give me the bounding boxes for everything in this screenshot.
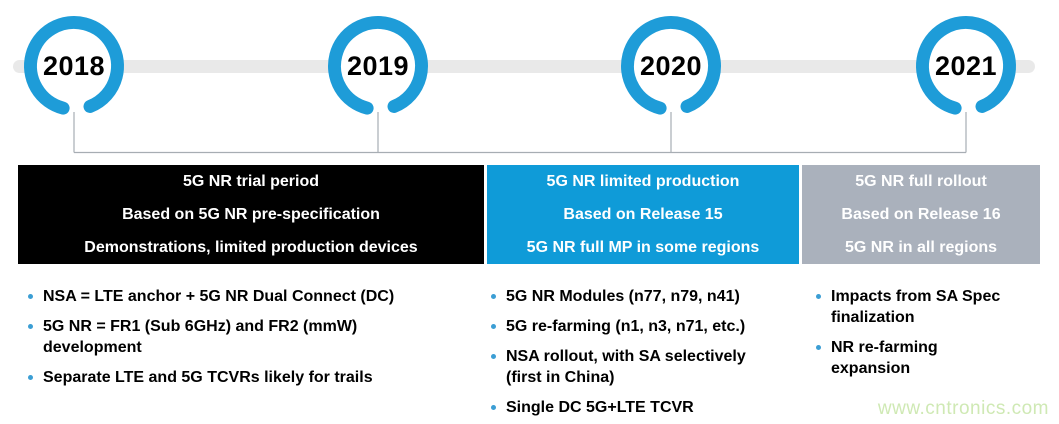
- bullet-icon: [28, 324, 33, 329]
- bullet-text-line: 5G NR Modules (n77, n79, n41): [506, 288, 740, 305]
- year-ring-icon: [916, 16, 1016, 116]
- list-item: 5G NR Modules (n77, n79, n41): [491, 286, 821, 307]
- bullet-text-line: 5G NR = FR1 (Sub 6GHz) and FR2 (mmW): [43, 318, 358, 335]
- year-node-2018: 2018: [22, 14, 126, 118]
- list-item: 5G NR = FR1 (Sub 6GHz) and FR2 (mmW) dev…: [28, 316, 488, 358]
- year-ring-icon: [24, 16, 124, 116]
- list-item: Single DC 5G+LTE TCVR: [491, 397, 821, 418]
- list-item: Separate LTE and 5G TCVRs likely for tra…: [28, 367, 488, 388]
- bullet-text-line: Impacts from SA Spec: [831, 288, 1001, 305]
- phase-title-line: Demonstrations, limited production devic…: [84, 239, 418, 256]
- list-item: 5G re-farming (n1, n3, n71, etc.): [491, 316, 821, 337]
- year-ring-icon: [621, 16, 721, 116]
- phase-title-line: Based on 5G NR pre-specification: [122, 206, 380, 223]
- phase-title-line: 5G NR trial period: [182, 173, 320, 190]
- bullet-icon: [28, 375, 33, 380]
- bullet-text-line: Separate LTE and 5G TCVRs likely for tra…: [43, 369, 373, 386]
- phase-band-full-rollout: 5G NR full rollout Based on Release 16 5…: [802, 165, 1040, 264]
- year-label: 2019: [346, 50, 410, 81]
- bullet-text-line: development: [43, 339, 142, 356]
- year-label: 2021: [934, 50, 998, 81]
- phase-band-trial-period: 5G NR trial period Based on 5G NR pre-sp…: [18, 165, 484, 264]
- list-item: NSA rollout, with SA selectively (first …: [491, 346, 821, 388]
- bullet-icon: [816, 294, 821, 299]
- bullet-icon: [491, 294, 496, 299]
- bullet-text-line: NSA rollout, with SA selectively: [506, 348, 746, 365]
- bullet-list-trial-period: NSA = LTE anchor + 5G NR Dual Connect (D…: [28, 286, 488, 397]
- phase-title-line: Based on Release 15: [563, 206, 723, 223]
- bullet-icon: [491, 354, 496, 359]
- bullet-text-line: Single DC 5G+LTE TCVR: [506, 399, 694, 416]
- phase-title-line: 5G NR limited production: [546, 173, 740, 190]
- timeline-bar: [13, 60, 1035, 73]
- bullet-icon: [816, 345, 821, 350]
- phase-band-limited-production: 5G NR limited production Based on Releas…: [487, 165, 799, 264]
- bullet-icon: [491, 324, 496, 329]
- list-item: NSA = LTE anchor + 5G NR Dual Connect (D…: [28, 286, 488, 307]
- bullet-list-full-rollout: Impacts from SA Spec finalization NR re-…: [816, 286, 1059, 388]
- list-item: NR re-farming expansion: [816, 337, 1059, 379]
- year-label: 2018: [42, 50, 106, 81]
- phase-title-line: Based on Release 16: [841, 206, 1001, 223]
- bullet-icon: [491, 405, 496, 410]
- year-node-2019: 2019: [326, 14, 430, 118]
- phase-title-line: 5G NR full rollout: [855, 173, 987, 190]
- bullet-text-line: (first in China): [506, 369, 615, 386]
- bullet-text-line: NSA = LTE anchor + 5G NR Dual Connect (D…: [43, 288, 395, 305]
- bullet-list-limited-production: 5G NR Modules (n77, n79, n41) 5G re-farm…: [491, 286, 821, 424]
- bullet-text-line: expansion: [831, 360, 911, 377]
- year-label: 2020: [639, 50, 703, 81]
- phase-title-line: 5G NR full MP in some regions: [526, 239, 760, 256]
- bullet-text-line: NR re-farming: [831, 339, 938, 356]
- list-item: Impacts from SA Spec finalization: [816, 286, 1059, 328]
- year-node-2021: 2021: [914, 14, 1018, 118]
- bullet-text-line: finalization: [831, 309, 915, 326]
- year-node-2020: 2020: [619, 14, 723, 118]
- phase-title-line: 5G NR in all regions: [844, 239, 998, 256]
- watermark: www.cntronics.com: [877, 398, 1049, 419]
- year-ring-icon: [328, 16, 428, 116]
- bullet-text-line: 5G re-farming (n1, n3, n71, etc.): [506, 318, 746, 335]
- bullet-icon: [28, 294, 33, 299]
